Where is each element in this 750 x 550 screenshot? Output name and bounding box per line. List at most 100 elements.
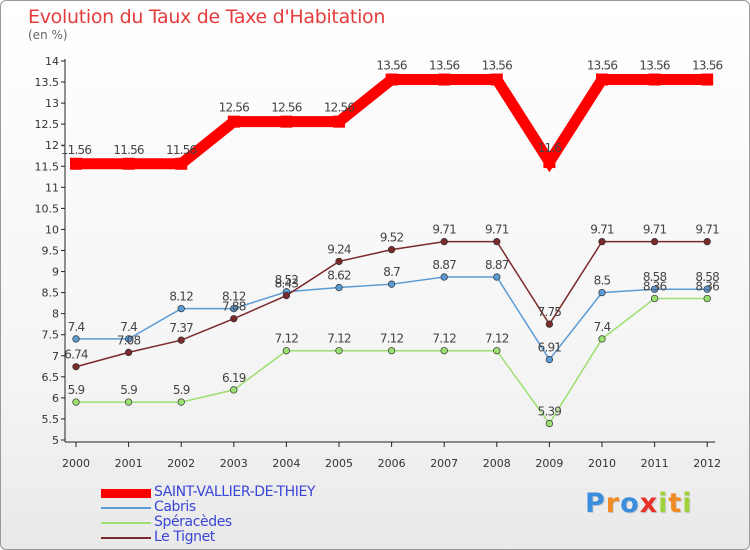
series-2-label-5: 7.12 (327, 332, 351, 346)
y-tick-label-9: 9.5 (42, 245, 60, 258)
series-3-label-2: 7.37 (169, 321, 193, 335)
x-tick-label-1: 2001 (115, 457, 143, 470)
y-tick-label-10: 10 (45, 223, 59, 236)
series-1-label-3: 8.12 (222, 290, 246, 304)
logo-letter-2: o (620, 488, 640, 519)
x-tick-label-6: 2006 (378, 457, 406, 470)
series-3-point-7 (440, 238, 448, 246)
series-0-label-8: 13.56 (482, 59, 513, 73)
series-1-point-8 (493, 273, 501, 281)
series-0-point-8 (490, 73, 503, 86)
series-3-point-10 (598, 238, 606, 246)
series-3-point-1 (124, 348, 133, 357)
proxiti-logo: Proxiti (585, 488, 693, 519)
series-2-point-10 (598, 335, 606, 343)
y-tick-label-13: 11.5 (35, 160, 60, 173)
x-tick-label-9: 2009 (535, 457, 563, 470)
y-tick-label-8: 9 (52, 266, 59, 279)
y-tick-label-5: 7.5 (42, 329, 60, 342)
series-3-point-8 (493, 238, 501, 246)
series-0-point-0 (70, 157, 82, 170)
series-0-label-12: 13.56 (692, 59, 723, 73)
y-tick-label-6: 8 (52, 308, 59, 321)
series-3-label-12: 9.71 (695, 223, 719, 237)
series-0-point-6 (385, 73, 398, 86)
series-1-label-8: 8.87 (485, 258, 509, 272)
series-1-label-4: 8.52 (275, 273, 299, 287)
x-tick-label-8: 2008 (483, 457, 511, 470)
legend-swatch-0 (101, 488, 151, 498)
series-0-point-3 (227, 115, 240, 128)
series-3-label-3: 7.88 (222, 300, 246, 314)
series-2-point-9 (545, 419, 554, 428)
series-2-label-12: 8.36 (695, 280, 719, 294)
series-2-label-0: 5.9 (68, 383, 85, 397)
series-3-label-1: 7.08 (117, 333, 141, 347)
legend-swatch-2 (101, 522, 151, 524)
chart-title: Evolution du Taux de Taxe d'Habitation (28, 6, 386, 28)
series-0-label-6: 13.56 (376, 59, 407, 73)
series-2-point-0 (72, 398, 80, 406)
y-tick-label-16: 13 (45, 97, 59, 110)
series-2-label-7: 7.12 (432, 332, 456, 346)
series-3-label-7: 9.71 (432, 223, 456, 237)
series-0-point-4 (280, 115, 293, 128)
series-3-label-0: 6.74 (64, 348, 88, 362)
x-tick-label-7: 2007 (430, 457, 458, 470)
series-3-point-11 (650, 238, 659, 246)
series-3-label-10: 9.71 (590, 223, 614, 237)
series-0-label-1: 11.56 (113, 143, 144, 157)
series-1-point-11 (650, 285, 659, 293)
series-3-point-5 (335, 257, 343, 266)
series-0-label-5: 12.56 (324, 101, 355, 115)
series-3-label-8: 9.71 (485, 223, 509, 237)
series-2-point-12 (703, 294, 711, 303)
series-0-label-2: 11.56 (166, 143, 197, 157)
series-3-label-5: 9.24 (327, 242, 351, 256)
series-0-label-0: 11.56 (61, 143, 92, 157)
series-0-point-2 (175, 157, 188, 170)
series-2-point-8 (493, 347, 501, 355)
series-line-2 (76, 297, 708, 425)
series-2-label-6: 7.12 (380, 332, 404, 346)
series-2-point-2 (177, 398, 185, 406)
series-2-label-4: 7.12 (275, 332, 299, 346)
series-1-point-3 (230, 304, 238, 313)
series-0-label-3: 12.56 (219, 101, 250, 115)
series-3-point-4 (282, 291, 291, 300)
series-2-point-4 (282, 347, 291, 355)
series-1-point-6 (387, 280, 396, 288)
y-tick-label-2: 6 (52, 392, 59, 405)
logo-letter-4: i (658, 488, 669, 519)
y-tick-label-1: 5.5 (42, 413, 60, 426)
series-2-label-8: 7.12 (485, 332, 509, 346)
series-2-point-11 (650, 294, 659, 303)
logo-letter-1: r (605, 488, 621, 519)
x-tick-label-12: 2012 (693, 457, 721, 470)
legend-swatch-3 (101, 537, 151, 539)
y-tick-label-11: 10.5 (35, 202, 60, 215)
x-tick-label-4: 2004 (272, 457, 300, 470)
series-1-label-10: 8.5 (594, 274, 611, 288)
series-1-label-9: 6.91 (538, 341, 562, 355)
legend-swatch-1 (101, 507, 151, 509)
logo-letter-5: t (668, 488, 683, 519)
series-1-label-0: 7.4 (68, 320, 85, 334)
series-1-label-2: 8.12 (169, 290, 193, 304)
chart-unit-label: (en %) (28, 28, 68, 42)
series-1-label-6: 8.7 (383, 265, 400, 279)
x-tick-label-5: 2005 (325, 457, 353, 470)
x-tick-label-0: 2000 (62, 457, 90, 470)
legend-label-1: Cabris (154, 499, 196, 515)
series-3-point-6 (387, 246, 396, 254)
series-2-point-7 (440, 347, 448, 355)
y-tick-label-7: 8.5 (42, 287, 60, 300)
series-2-label-3: 6.19 (222, 371, 246, 385)
series-0-point-10 (596, 73, 608, 86)
series-3-label-6: 9.52 (380, 231, 404, 245)
series-0-point-11 (648, 73, 661, 86)
series-1-point-2 (177, 304, 185, 313)
series-1-point-1 (124, 335, 133, 343)
